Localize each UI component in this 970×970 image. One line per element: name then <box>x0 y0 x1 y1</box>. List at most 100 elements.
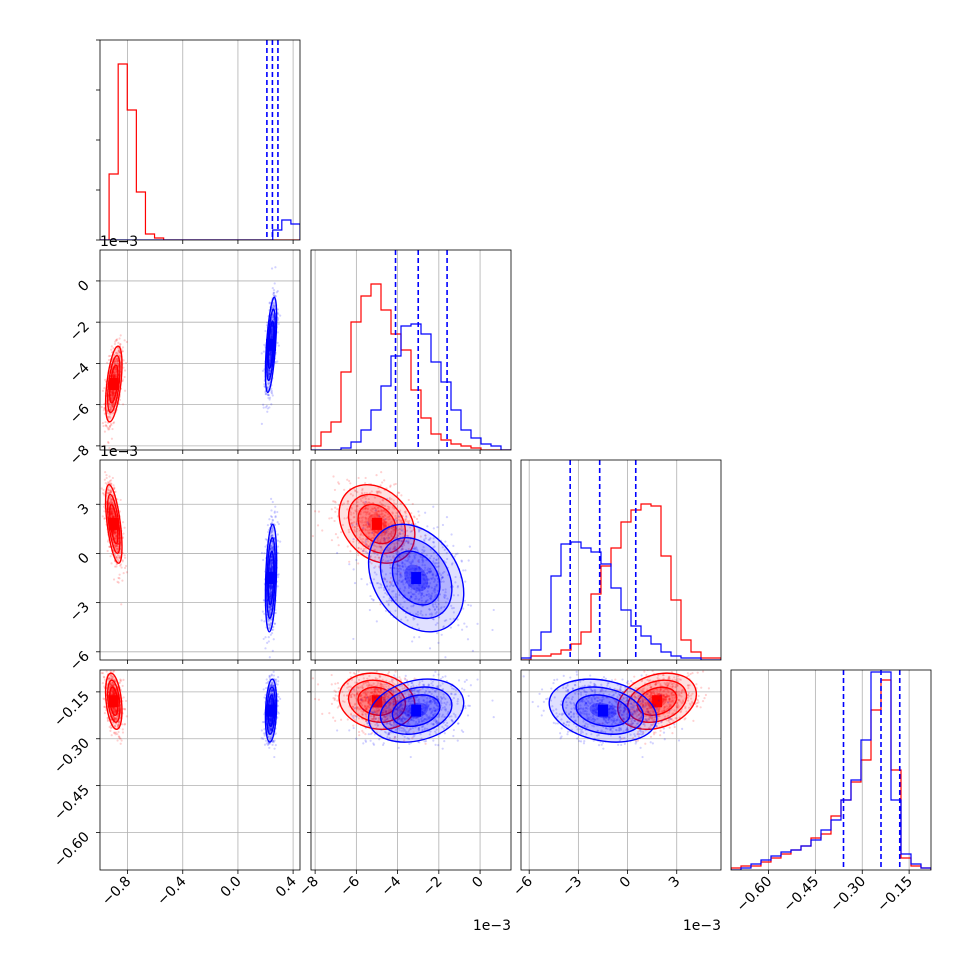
sample-point-blue <box>269 350 272 354</box>
sample-point-blue <box>437 561 440 565</box>
sample-point-red <box>113 486 116 489</box>
sample-point-blue <box>422 570 425 573</box>
sample-point-red <box>100 671 103 675</box>
sample-point-red <box>391 511 394 514</box>
sample-point-blue <box>395 572 398 575</box>
sample-point-red <box>112 375 116 379</box>
sample-point-red <box>392 499 395 502</box>
sample-point-blue <box>261 610 265 613</box>
sample-point-red <box>110 390 113 393</box>
sample-point-blue <box>396 534 399 537</box>
sample-point-red <box>111 512 114 515</box>
sample-point-red <box>113 370 116 374</box>
sample-point-blue <box>380 583 383 587</box>
sample-point-red <box>385 520 388 524</box>
sample-point-blue <box>269 356 272 359</box>
sample-point-blue <box>375 573 378 576</box>
sample-point-red <box>112 714 115 718</box>
sample-point-red <box>398 528 401 531</box>
sample-point-blue <box>273 305 276 308</box>
sample-point-red <box>113 709 117 712</box>
sample-point-blue <box>401 560 404 564</box>
sample-point-blue <box>269 357 272 361</box>
sample-point-red <box>115 717 118 721</box>
sample-point-blue <box>272 527 275 530</box>
sample-point-blue <box>452 617 455 620</box>
sample-point-red <box>112 515 115 519</box>
sample-point-red <box>111 682 115 685</box>
sample-point-red <box>122 696 125 699</box>
sample-point-red <box>108 496 111 499</box>
sample-point-red <box>398 527 401 530</box>
sample-point-blue <box>414 590 417 594</box>
sample-point-red <box>108 446 111 450</box>
sample-point-blue <box>271 519 275 522</box>
sample-point-blue <box>269 586 272 589</box>
sample-point-blue <box>353 581 357 585</box>
sample-point-red <box>110 482 113 486</box>
sample-point-blue <box>276 585 279 588</box>
sample-point-blue <box>269 356 272 359</box>
sample-point-blue <box>268 372 271 375</box>
sample-point-blue <box>430 586 433 589</box>
sample-point-blue <box>412 618 415 621</box>
sample-point-red <box>370 490 373 493</box>
sample-point-red <box>110 512 113 516</box>
sample-point-red <box>109 500 112 503</box>
sample-point-red <box>106 361 109 364</box>
sample-point-blue <box>444 540 447 543</box>
sample-point-blue <box>269 352 272 355</box>
sample-point-blue <box>441 576 444 579</box>
sample-point-red <box>111 394 114 398</box>
sample-point-red <box>109 501 112 504</box>
sample-point-red <box>103 705 106 708</box>
sample-point-red <box>111 395 115 398</box>
sample-point-blue <box>434 600 437 603</box>
sample-point-red <box>109 412 112 415</box>
sample-point-blue <box>418 584 421 587</box>
sample-point-red <box>108 481 111 484</box>
sample-point-blue <box>271 316 274 319</box>
sample-point-red <box>391 528 394 531</box>
sample-point-blue <box>373 566 376 569</box>
sample-point-red <box>381 515 384 518</box>
sample-point-red <box>382 531 386 534</box>
sample-point-blue <box>268 590 271 594</box>
sample-point-red <box>114 731 118 734</box>
sample-point-red <box>118 337 121 340</box>
sample-point-blue <box>423 573 427 577</box>
sample-point-red <box>369 556 372 559</box>
sample-point-blue <box>456 584 460 588</box>
sample-point-blue <box>388 555 391 558</box>
panel-frame <box>99 249 301 451</box>
sample-point-red <box>116 358 119 361</box>
sample-point-blue <box>410 560 413 563</box>
sample-point-blue <box>262 350 266 353</box>
sample-point-red <box>115 536 118 539</box>
sample-point-blue <box>450 563 454 566</box>
sample-point-blue <box>421 573 424 576</box>
sample-point-red <box>110 512 113 515</box>
sample-point-red <box>115 531 118 534</box>
sample-point-red <box>115 548 118 551</box>
sample-point-red <box>358 536 361 539</box>
sample-point-red <box>106 492 109 495</box>
sample-point-blue <box>395 548 398 551</box>
sample-point-blue <box>434 561 437 564</box>
sample-point-blue <box>269 569 272 573</box>
sample-point-red <box>111 530 115 533</box>
sample-point-red <box>114 709 117 713</box>
sample-point-blue <box>401 564 404 568</box>
sample-point-blue <box>268 609 271 612</box>
sample-point-red <box>109 489 112 493</box>
sample-point-blue <box>411 592 414 596</box>
sample-point-red <box>111 392 114 395</box>
sample-point-blue <box>273 304 276 307</box>
sample-point-blue <box>433 562 436 565</box>
sample-point-blue <box>405 515 408 519</box>
sample-point-red <box>377 509 380 513</box>
sample-point-red <box>112 708 115 711</box>
sample-point-blue <box>374 509 377 512</box>
sample-point-red <box>372 532 375 535</box>
sample-point-red <box>364 529 367 532</box>
